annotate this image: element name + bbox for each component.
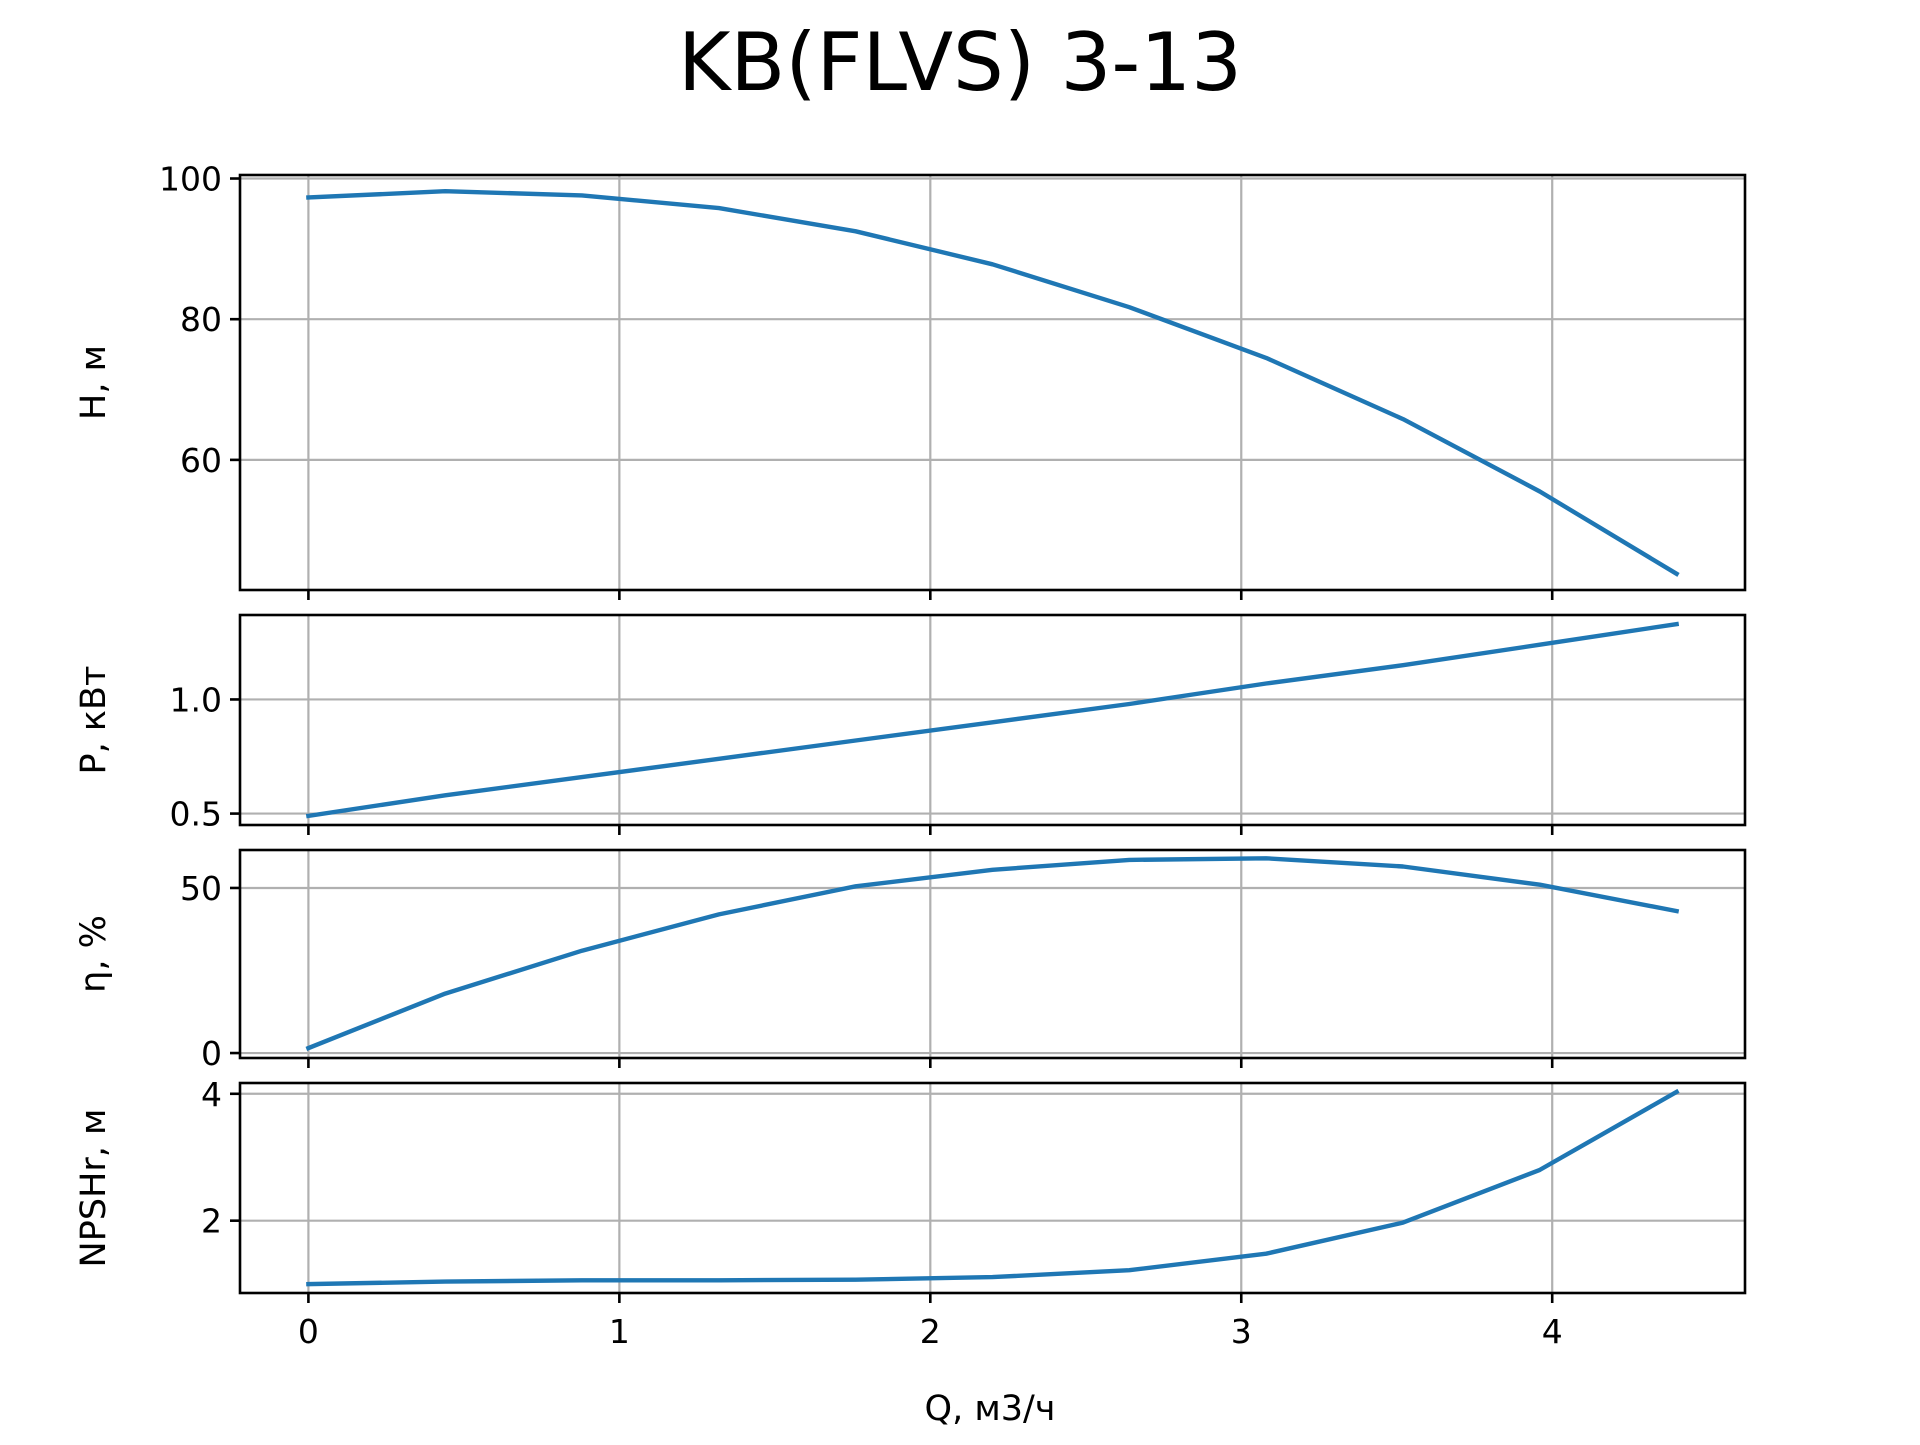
x-tick-label-1: 1 — [609, 1312, 630, 1351]
series-line-npshr — [306, 1088, 1680, 1287]
y-axis-label-npshr: NPSHr, м — [74, 1109, 114, 1268]
axes-frame-eta — [238, 848, 1747, 1060]
y-axis-label-eta: η, % — [74, 915, 114, 993]
y-tick-label-p-1: 1.0 — [170, 680, 222, 719]
y-tick-label-eta-0: 0 — [201, 1034, 222, 1073]
x-tick-label-3: 3 — [1231, 1312, 1252, 1351]
y-tick-label-npshr-1: 4 — [201, 1075, 222, 1114]
y-tick-label-p-0: 0.5 — [170, 795, 222, 834]
axes-frame-h — [238, 173, 1747, 592]
x-tick-label-2: 2 — [920, 1312, 941, 1351]
axes-frame-npshr — [238, 1081, 1747, 1295]
series-line-eta — [305, 856, 1680, 1051]
y-tick-label-h-1: 80 — [180, 300, 222, 339]
x-tick-label-4: 4 — [1542, 1312, 1563, 1351]
y-tick-label-h-0: 60 — [180, 441, 222, 480]
chart-title: KB(FLVS) 3-13 — [678, 16, 1242, 109]
y-axis-label-h: H, м — [74, 345, 114, 420]
x-axis-label: Q, м3/ч — [925, 1389, 1056, 1429]
y-tick-label-eta-1: 50 — [180, 869, 222, 908]
y-tick-label-h-2: 100 — [159, 160, 222, 199]
series-line-p — [305, 621, 1680, 819]
series-line-h — [306, 188, 1680, 577]
x-tick-label-0: 0 — [298, 1312, 319, 1351]
axes-frame-p — [238, 613, 1747, 827]
y-tick-label-npshr-0: 2 — [201, 1202, 222, 1241]
y-axis-label-p: P, кВт — [74, 666, 114, 775]
